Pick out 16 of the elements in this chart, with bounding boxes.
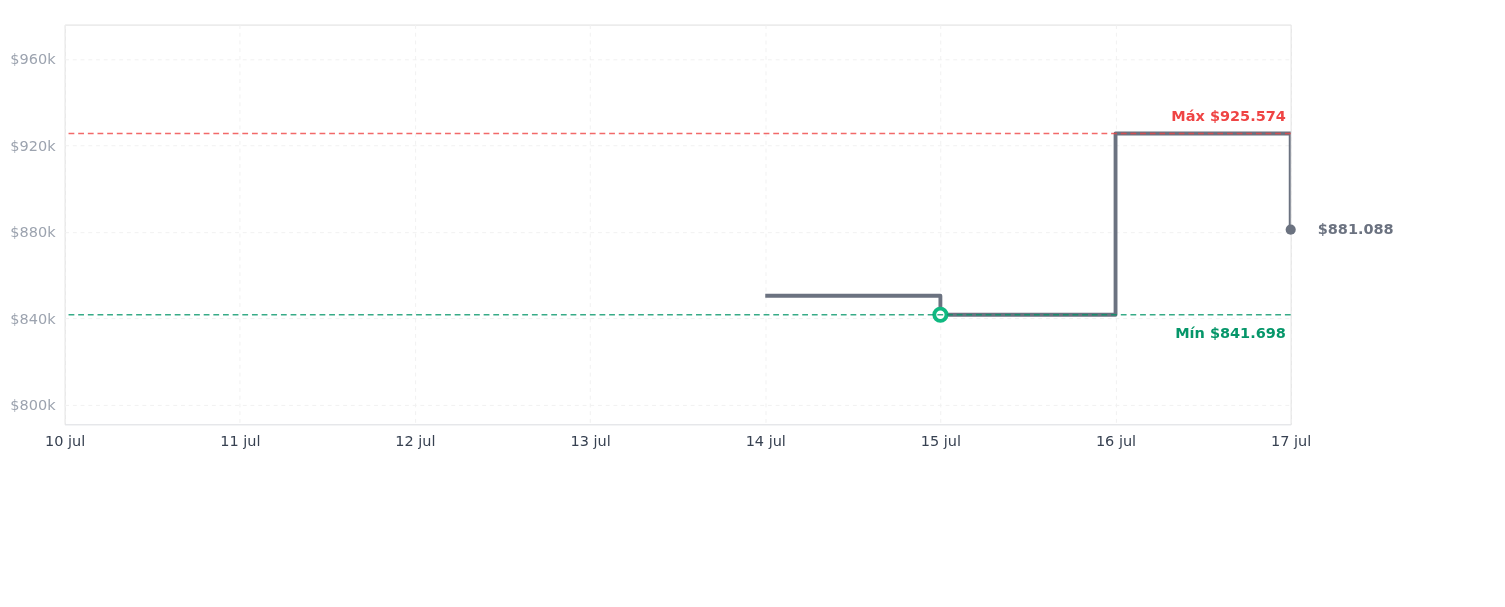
x-tick-label: 15 jul [920, 432, 961, 449]
y-tick-label: $800k [10, 397, 57, 414]
x-tick-label: 13 jul [570, 432, 611, 449]
y-tick-label: $880k [10, 224, 57, 241]
x-tick-label: 11 jul [220, 432, 261, 449]
ref-line-label: Máx $925.574 [1171, 107, 1286, 124]
y-tick-label: $920k [10, 137, 57, 154]
x-tick-label: 14 jul [745, 432, 786, 449]
x-tick-label: 10 jul [45, 432, 86, 449]
x-tick-label: 16 jul [1095, 432, 1137, 449]
ref-line-label: Mín $841.698 [1175, 324, 1286, 341]
x-tick-label: 17 jul [1271, 432, 1312, 449]
x-tick-label: 12 jul [395, 432, 436, 449]
y-tick-label: $960k [10, 51, 57, 68]
y-tick-label: $840k [10, 310, 57, 327]
annotation: $881.088 [1317, 221, 1394, 238]
